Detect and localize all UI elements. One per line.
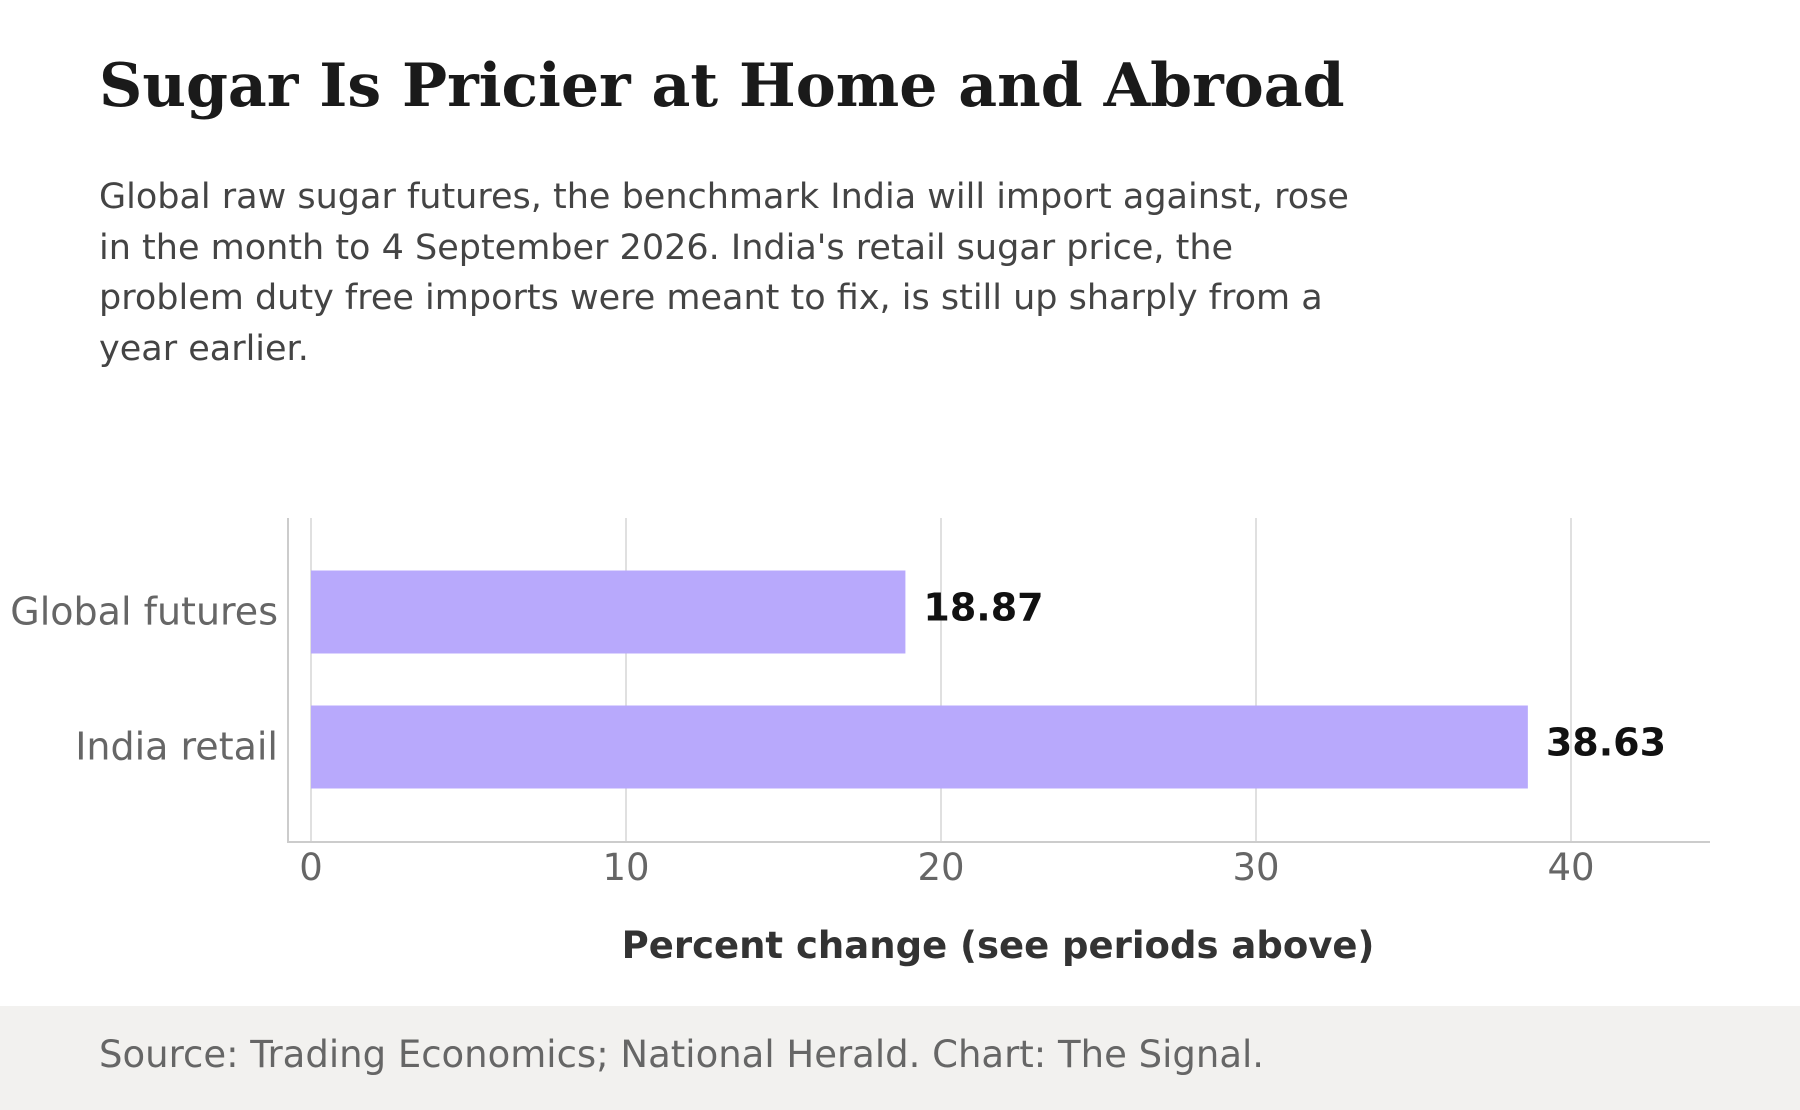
bar: [311, 570, 906, 654]
bar-value-label: 38.63: [1546, 721, 1666, 765]
x-tick-label: 30: [1232, 846, 1279, 889]
x-tick-label: 40: [1547, 846, 1594, 889]
category-tick-label: India retail: [75, 725, 278, 769]
x-tick-label: 0: [299, 846, 323, 889]
chart-title: Sugar Is Pricier at Home and Abroad: [99, 51, 1345, 121]
x-axis-title: Percent change (see periods above): [622, 924, 1375, 967]
chart-subtitle: Global raw sugar futures, the benchmark …: [99, 177, 1349, 369]
bar: [311, 705, 1528, 789]
bar-value-label: 18.87: [923, 586, 1043, 630]
bar-chart: 18.87 Global futures 38.63 India retail 0 10 2…: [10, 518, 1710, 967]
source-footer: [0, 1006, 1800, 1110]
x-tick-label: 10: [602, 846, 649, 889]
source-note: Source: Trading Economics; National Hera…: [99, 1033, 1265, 1076]
x-tick-label: 20: [917, 846, 964, 889]
category-tick-label: Global futures: [10, 590, 278, 634]
